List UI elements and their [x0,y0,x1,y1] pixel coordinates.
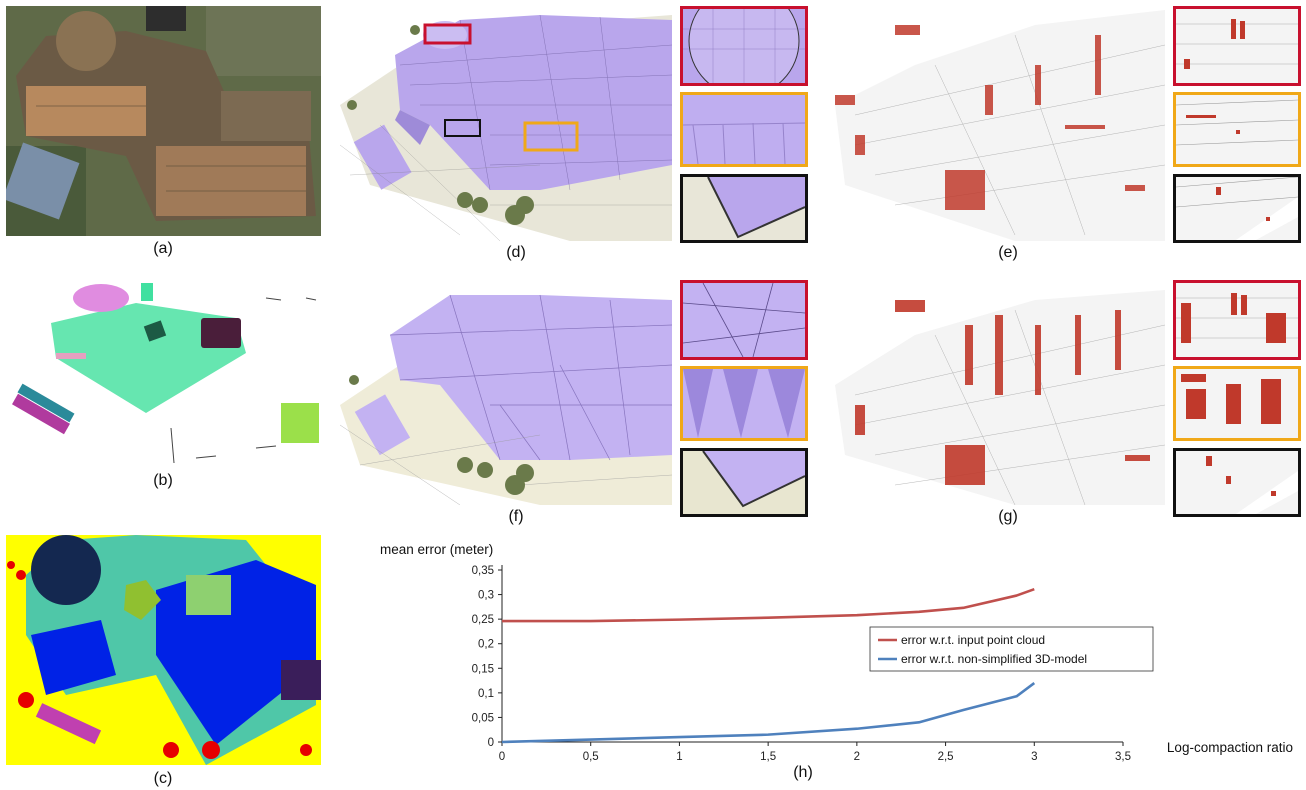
y-axis-title: mean error (meter) [380,542,493,557]
y-tick-label: 0,35 [472,565,494,577]
x-axis-title: Log-compaction ratio [1167,740,1293,755]
x-tick-label: 3,5 [1115,751,1131,763]
dense-error-image [835,10,1165,241]
dense-mesh-inset-dome [680,6,808,86]
y-axis: 0 0,05 0,1 0,15 0,2 0,25 0,3 0,35 [472,565,503,749]
x-tick-label: 1,5 [760,751,776,763]
caption-e: (e) [998,244,1018,261]
x-tick-label: 0 [499,751,505,763]
simplified-mesh-inset-dome [680,280,808,360]
dense-mesh-panel [340,5,672,241]
simplified-mesh-inset-corner [680,448,808,517]
primitive-segmentation-image [12,283,319,464]
caption-b: (b) [153,472,173,489]
x-tick-label: 2 [854,751,860,763]
x-axis: 0 0,5 1 1,5 2 2,5 3 3,5 [499,741,1131,763]
label-map-panel [6,535,321,765]
caption-d: (d) [506,244,526,261]
series-layer [501,587,1036,744]
x-tick-label: 0,5 [583,751,599,763]
series-non-simplified-model-line [501,681,1036,744]
error-chart: mean error (meter) Log-compaction ratio … [380,542,1293,763]
dense-mesh-inset-roof [680,92,808,167]
simplified-error-panel [835,285,1165,505]
caption-a: (a) [153,240,173,257]
simplified-error-inset-roof [1173,366,1301,441]
series-input-point-cloud-line [502,587,1035,623]
y-tick-label: 0,3 [478,590,494,602]
label-map-image [6,535,321,765]
aerial-photo-image [6,6,321,236]
dense-error-inset-dome [1173,6,1301,86]
dense-error-inset-roof [1173,92,1301,167]
simplified-mesh-panel [340,285,672,505]
legend-label-input: error w.r.t. input point cloud [901,633,1045,647]
caption-c: (c) [153,770,173,787]
primitive-segmentation-panel [6,278,321,468]
dense-mesh-inset-corner [680,174,808,243]
simplified-error-inset-dome [1173,280,1301,360]
y-tick-label: 0,2 [478,639,494,651]
y-tick-label: 0,05 [472,712,494,724]
simplified-mesh-image [340,294,672,505]
aerial-photo-panel [6,6,321,236]
y-tick-label: 0,25 [472,614,494,626]
legend-label-nonsimplified: error w.r.t. non-simplified 3D-model [901,652,1087,666]
dense-error-panel [835,5,1165,241]
simplified-error-inset-corner [1173,448,1301,517]
dense-mesh-image [340,14,672,241]
x-tick-label: 1 [676,751,682,763]
caption-g: (g) [998,508,1018,525]
dense-error-inset-corner [1173,174,1301,243]
y-tick-label: 0 [488,737,494,749]
y-tick-label: 0,1 [478,688,494,700]
simplified-mesh-inset-roof [680,366,808,441]
legend: error w.r.t. input point cloud error w.r… [869,626,1154,672]
x-tick-label: 3 [1031,751,1037,763]
x-tick-label: 2,5 [938,751,954,763]
caption-f: (f) [508,508,524,525]
legend-box [869,626,1154,672]
caption-h: (h) [793,764,813,781]
y-tick-label: 0,15 [472,663,494,675]
simplified-error-image [835,290,1165,505]
